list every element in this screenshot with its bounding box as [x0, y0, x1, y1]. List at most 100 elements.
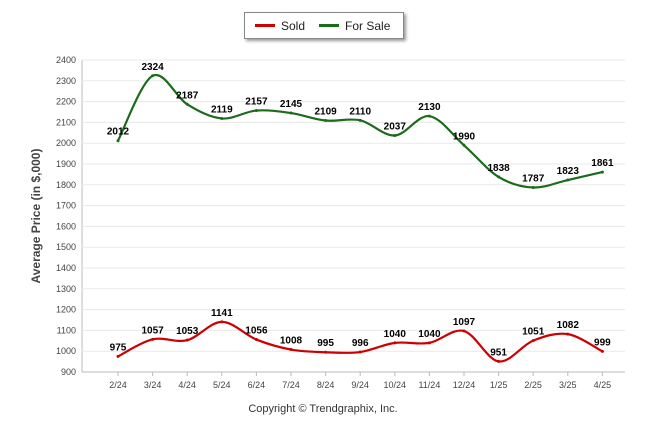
- data-point-for-sale: [531, 186, 535, 190]
- y-tick-label: 1300: [56, 284, 76, 294]
- data-point-sold: [358, 350, 362, 354]
- data-point-for-sale: [600, 170, 604, 174]
- legend-item-for-sale[interactable]: For Sale: [319, 19, 390, 33]
- data-point-sold: [566, 332, 570, 336]
- data-point-for-sale: [393, 134, 397, 138]
- y-tick-label: 2100: [56, 117, 76, 127]
- data-point-for-sale: [324, 119, 328, 123]
- data-point-for-sale: [497, 175, 501, 179]
- data-point-for-sale: [116, 139, 120, 143]
- y-tick-label: 1200: [56, 305, 76, 315]
- data-label-for-sale: 2145: [280, 99, 303, 110]
- sold-swatch: [255, 24, 275, 27]
- data-point-sold: [531, 339, 535, 343]
- data-label-sold: 1057: [141, 325, 164, 336]
- data-label-sold: 1056: [245, 326, 268, 337]
- x-tick-label: 10/24: [384, 380, 407, 390]
- data-point-sold: [600, 349, 604, 353]
- x-tick-label: 4/24: [178, 380, 196, 390]
- data-label-sold: 1141: [211, 308, 233, 319]
- y-tick-label: 1400: [56, 263, 76, 273]
- data-label-sold: 1051: [522, 327, 545, 338]
- data-label-sold: 1053: [176, 326, 199, 337]
- x-tick-label: 8/24: [317, 380, 335, 390]
- y-tick-label: 2400: [56, 55, 76, 65]
- data-point-for-sale: [254, 109, 258, 113]
- x-tick-label: 3/24: [144, 380, 162, 390]
- y-tick-label: 1500: [56, 242, 76, 252]
- y-tick-label: 1700: [56, 201, 76, 211]
- data-label-for-sale: 1838: [487, 163, 510, 174]
- copyright-text: Copyright © Trendgraphix, Inc.: [248, 403, 398, 415]
- data-label-for-sale: 1861: [591, 158, 614, 169]
- data-label-sold: 999: [594, 337, 611, 348]
- data-point-for-sale: [427, 114, 431, 118]
- x-tick-label: 5/24: [213, 380, 231, 390]
- data-label-for-sale: 1787: [522, 174, 545, 185]
- data-point-for-sale: [566, 178, 570, 182]
- x-tick-label: 4/25: [594, 380, 612, 390]
- y-tick-label: 1900: [56, 159, 76, 169]
- data-point-sold: [393, 341, 397, 345]
- y-tick-label: 2200: [56, 97, 76, 107]
- data-label-for-sale: 2130: [418, 102, 441, 113]
- data-point-for-sale: [462, 143, 466, 147]
- data-label-sold: 1040: [418, 329, 441, 340]
- data-point-for-sale: [358, 118, 362, 122]
- x-tick-label: 9/24: [351, 380, 369, 390]
- data-point-for-sale: [220, 116, 224, 120]
- legend-label-for-sale: For Sale: [345, 18, 391, 33]
- data-point-sold: [462, 329, 466, 333]
- data-label-sold: 975: [110, 342, 127, 353]
- x-tick-label: 12/24: [453, 380, 476, 390]
- y-tick-label: 2000: [56, 138, 76, 148]
- data-label-for-sale: 2187: [176, 90, 199, 101]
- data-point-sold: [185, 338, 189, 342]
- data-label-sold: 951: [490, 347, 507, 358]
- for-sale-swatch: [319, 24, 340, 27]
- data-label-for-sale: 1823: [557, 166, 580, 177]
- legend-item-sold[interactable]: Sold: [255, 19, 305, 33]
- y-tick-label: 1100: [57, 325, 76, 335]
- data-point-sold: [289, 348, 293, 352]
- data-label-sold: 1082: [557, 320, 580, 331]
- data-label-sold: 1097: [453, 317, 476, 328]
- data-label-for-sale: 2037: [384, 122, 407, 133]
- y-axis-title: Average Price (in $,000): [29, 149, 43, 284]
- data-point-sold: [116, 354, 120, 358]
- legend: Sold For Sale: [244, 12, 404, 39]
- data-label-for-sale: 2119: [211, 104, 233, 115]
- x-tick-label: 11/24: [418, 380, 440, 390]
- y-tick-label: 900: [61, 367, 76, 377]
- data-point-sold: [497, 359, 501, 363]
- data-point-sold: [254, 338, 258, 342]
- data-label-sold: 1008: [280, 336, 303, 347]
- y-tick-label: 1800: [56, 180, 76, 190]
- data-point-sold: [151, 337, 155, 341]
- legend-label-sold: Sold: [281, 18, 306, 33]
- y-tick-label: 1600: [56, 221, 76, 231]
- data-label-for-sale: 2110: [349, 106, 371, 117]
- data-label-sold: 996: [352, 338, 369, 349]
- x-tick-label: 2/25: [524, 380, 542, 390]
- data-label-for-sale: 2324: [141, 62, 164, 73]
- x-tick-label: 6/24: [248, 380, 266, 390]
- data-label-for-sale: 2109: [314, 107, 337, 118]
- data-point-for-sale: [185, 102, 189, 106]
- x-tick-label: 1/25: [490, 380, 508, 390]
- data-point-sold: [427, 341, 431, 345]
- data-label-for-sale: 2012: [107, 127, 130, 138]
- data-label-for-sale: 2157: [245, 97, 268, 108]
- data-point-for-sale: [289, 111, 293, 115]
- data-point-for-sale: [151, 74, 155, 78]
- y-tick-label: 1000: [56, 346, 76, 356]
- x-tick-label: 3/25: [559, 380, 577, 390]
- x-tick-label: 2/24: [109, 380, 127, 390]
- data-point-sold: [220, 320, 224, 324]
- y-tick-label: 2300: [56, 76, 76, 86]
- data-label-sold: 995: [317, 338, 334, 349]
- data-label-sold: 1040: [384, 329, 407, 340]
- data-point-sold: [324, 350, 328, 354]
- data-label-for-sale: 1990: [453, 131, 476, 142]
